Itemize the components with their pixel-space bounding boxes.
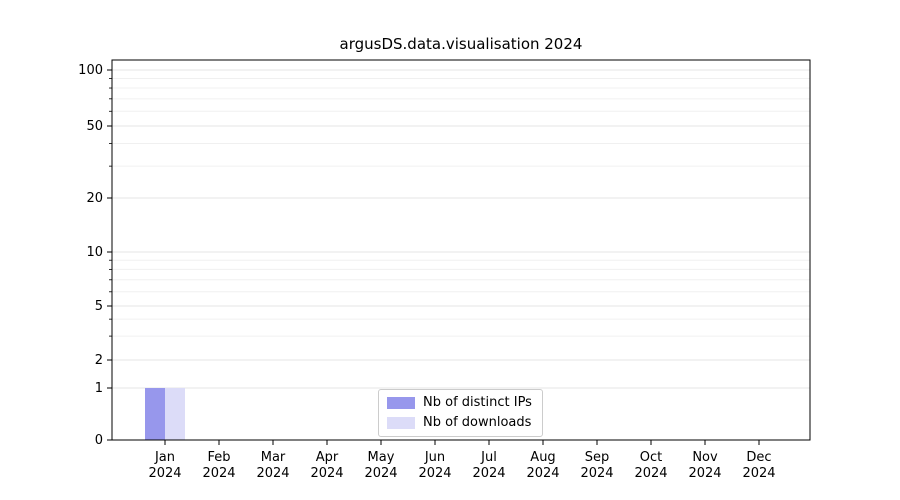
- x-tick-label-month: Mar: [261, 450, 286, 465]
- x-tick-label-year: 2024: [310, 466, 343, 481]
- legend-label-downloads: Nb of downloads: [423, 415, 532, 430]
- legend-label-distinct-ips: Nb of distinct IPs: [423, 395, 532, 410]
- legend: Nb of distinct IPs Nb of downloads: [378, 389, 543, 437]
- x-tick-label-year: 2024: [202, 466, 235, 481]
- x-tick-label-month: Sep: [585, 450, 610, 465]
- x-tick-label-year: 2024: [472, 466, 505, 481]
- x-tick-label-month: Apr: [316, 450, 339, 465]
- y-tick-label: 20: [86, 191, 103, 206]
- chart-title: argusDS.data.visualisation 2024: [339, 35, 583, 53]
- legend-swatch-downloads: [387, 416, 415, 429]
- x-tick-label-year: 2024: [364, 466, 397, 481]
- x-tick-label-year: 2024: [580, 466, 613, 481]
- x-tick-label-month: Jan: [154, 450, 175, 465]
- x-tick-label-month: Oct: [640, 450, 662, 465]
- x-tick-label-year: 2024: [148, 466, 181, 481]
- x-tick-label-year: 2024: [256, 466, 289, 481]
- x-tick-label-year: 2024: [634, 466, 667, 481]
- y-tick-label: 2: [95, 353, 103, 368]
- y-tick-label: 1: [95, 381, 103, 396]
- x-tick-label-month: May: [368, 450, 395, 465]
- x-tick-label-month: Dec: [746, 450, 771, 465]
- x-tick-label-year: 2024: [742, 466, 775, 481]
- y-tick-label: 0: [95, 433, 103, 448]
- bar-nb-of-downloads-jan-2024: [165, 388, 185, 440]
- axes-spines: [111, 59, 811, 441]
- x-tick-label-year: 2024: [418, 466, 451, 481]
- legend-swatch-distinct-ips: [387, 396, 415, 409]
- x-tick-label-month: Feb: [207, 450, 230, 465]
- x-tick-label-month: Nov: [692, 450, 718, 465]
- bar-nb-of-distinct-ips-jan-2024: [145, 388, 165, 440]
- legend-item-downloads: Nb of downloads: [387, 415, 532, 430]
- y-tick-label: 50: [86, 119, 103, 134]
- legend-item-distinct-ips: Nb of distinct IPs: [387, 395, 532, 410]
- x-tick-label-year: 2024: [688, 466, 721, 481]
- y-tick-label: 100: [78, 63, 103, 78]
- y-tick-label: 10: [86, 245, 103, 260]
- y-tick-label: 5: [95, 299, 103, 314]
- x-tick-label-year: 2024: [526, 466, 559, 481]
- x-tick-label-month: Jun: [424, 450, 445, 465]
- x-tick-label-month: Jul: [480, 450, 497, 465]
- x-tick-label-month: Aug: [530, 450, 555, 465]
